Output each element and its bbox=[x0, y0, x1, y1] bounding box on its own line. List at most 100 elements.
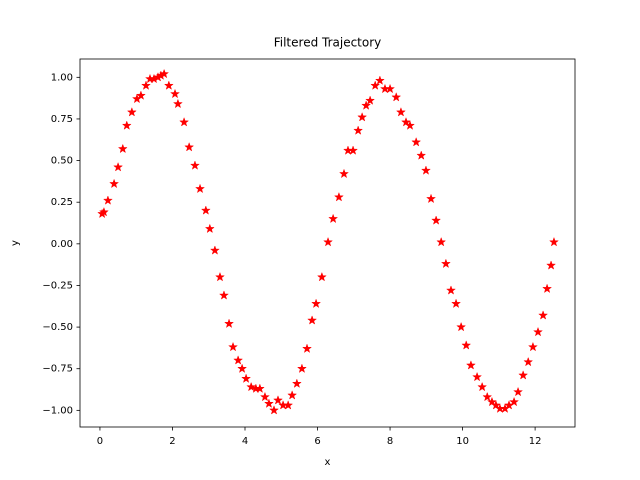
data-point bbox=[477, 381, 488, 392]
y-tick-label: 1.00 bbox=[51, 72, 73, 83]
data-point bbox=[546, 260, 557, 270]
y-tick-label: −0.75 bbox=[42, 364, 73, 375]
x-tick-label: 4 bbox=[242, 436, 248, 447]
data-point bbox=[296, 363, 307, 373]
data-point bbox=[456, 321, 467, 332]
data-point bbox=[228, 341, 239, 352]
y-tick-label: 0.25 bbox=[51, 197, 73, 208]
data-point bbox=[374, 75, 385, 85]
data-point bbox=[404, 120, 416, 130]
data-point bbox=[117, 143, 128, 154]
data-point bbox=[361, 100, 372, 110]
data-point bbox=[445, 285, 456, 295]
data-point bbox=[518, 370, 529, 380]
y-tick-label: −0.25 bbox=[42, 280, 73, 291]
data-point bbox=[436, 236, 447, 247]
data-point bbox=[102, 195, 113, 205]
data-point bbox=[224, 318, 235, 329]
data-point bbox=[440, 258, 451, 269]
data-point bbox=[509, 396, 520, 407]
data-point bbox=[135, 90, 146, 100]
data-point bbox=[316, 271, 327, 282]
data-point bbox=[311, 298, 322, 309]
data-point bbox=[338, 168, 350, 179]
data-point bbox=[159, 68, 170, 79]
chart-title: Filtered Trajectory bbox=[274, 36, 382, 50]
data-point bbox=[209, 245, 220, 255]
data-point bbox=[189, 160, 200, 170]
data-point bbox=[246, 381, 257, 392]
data-point bbox=[170, 88, 181, 99]
data-point bbox=[214, 271, 225, 282]
data-point bbox=[233, 355, 244, 365]
x-axis-label: x bbox=[325, 457, 331, 468]
data-point bbox=[461, 340, 472, 350]
data-point bbox=[370, 80, 381, 90]
data-point bbox=[302, 343, 313, 353]
data-point bbox=[513, 386, 524, 397]
data-point bbox=[395, 107, 406, 117]
data-point bbox=[472, 371, 483, 382]
x-tick-label: 10 bbox=[456, 436, 469, 447]
x-tick-label: 6 bbox=[314, 436, 320, 447]
data-point bbox=[204, 223, 215, 234]
axes-frame bbox=[79, 58, 576, 428]
data-point bbox=[140, 80, 152, 90]
data-point bbox=[357, 112, 368, 122]
data-point bbox=[241, 373, 252, 383]
data-point bbox=[237, 363, 248, 373]
data-point bbox=[391, 92, 402, 102]
data-point bbox=[200, 205, 211, 215]
data-point bbox=[184, 141, 195, 152]
y-tick-label: 0.75 bbox=[51, 114, 73, 125]
data-point bbox=[163, 80, 174, 90]
data-point bbox=[548, 236, 559, 247]
data-point bbox=[126, 107, 137, 117]
x-tick-label: 8 bbox=[387, 436, 393, 447]
y-axis-label: y bbox=[10, 240, 21, 246]
data-point bbox=[254, 383, 265, 393]
data-point bbox=[431, 215, 442, 225]
data-point bbox=[195, 183, 206, 194]
data-point bbox=[527, 341, 538, 352]
data-point bbox=[269, 405, 280, 415]
x-tick-label: 0 bbox=[97, 436, 103, 447]
data-point bbox=[385, 83, 396, 94]
y-tick-label: −1.00 bbox=[42, 405, 73, 416]
data-point bbox=[420, 165, 431, 175]
data-point bbox=[113, 161, 124, 172]
data-point bbox=[348, 145, 359, 155]
data-point bbox=[323, 236, 334, 247]
data-point bbox=[328, 213, 339, 224]
data-point bbox=[411, 136, 422, 147]
y-tick-label: −0.50 bbox=[42, 322, 73, 333]
y-tick-label: 0.50 bbox=[51, 156, 73, 167]
data-point bbox=[283, 400, 294, 410]
x-tick-label: 2 bbox=[169, 436, 175, 447]
plot-area bbox=[97, 68, 559, 415]
data-point bbox=[98, 206, 109, 217]
data-point bbox=[259, 391, 270, 402]
data-point bbox=[218, 290, 229, 300]
data-point bbox=[426, 193, 437, 204]
data-point bbox=[109, 178, 120, 189]
data-point bbox=[533, 326, 544, 337]
data-point bbox=[333, 191, 344, 202]
data-point bbox=[179, 117, 190, 127]
data-point bbox=[482, 391, 493, 402]
data-point bbox=[272, 395, 284, 405]
data-point bbox=[465, 360, 476, 370]
data-point bbox=[538, 310, 549, 320]
data-point bbox=[172, 98, 183, 109]
data-point bbox=[287, 390, 298, 400]
y-tick-label: 0.00 bbox=[51, 239, 73, 250]
data-point bbox=[416, 150, 427, 160]
data-point bbox=[307, 315, 318, 325]
data-point bbox=[353, 125, 364, 135]
data-point bbox=[121, 120, 132, 130]
data-point bbox=[263, 398, 274, 408]
data-point bbox=[451, 298, 462, 309]
data-point bbox=[365, 95, 376, 105]
